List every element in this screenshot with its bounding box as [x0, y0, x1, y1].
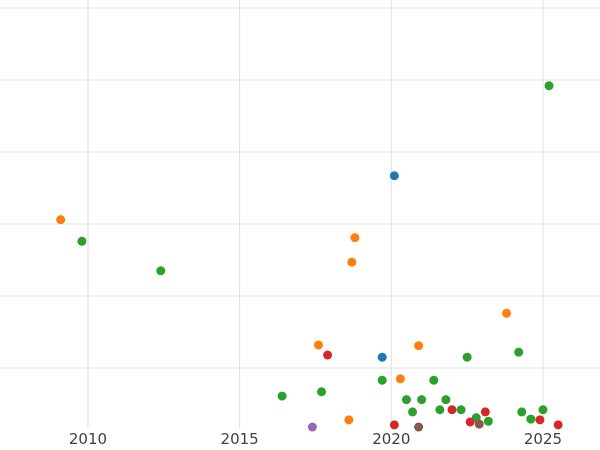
- data-point-green-series: [317, 387, 327, 397]
- x-tick-label: 2025: [524, 430, 562, 448]
- data-point-red-series: [465, 417, 475, 427]
- data-point-orange-series: [347, 257, 357, 267]
- data-point-blue-series: [377, 352, 387, 362]
- data-point-green-series: [483, 416, 493, 426]
- data-point-orange-series: [502, 308, 512, 318]
- x-tick-label: 2010: [69, 430, 107, 448]
- data-point-green-series: [538, 405, 548, 415]
- data-point-red-series: [323, 350, 333, 360]
- data-point-green-series: [408, 407, 418, 417]
- data-point-green-series: [401, 395, 411, 405]
- data-point-purple-series: [307, 422, 317, 432]
- x-tick-label: 2015: [221, 430, 259, 448]
- data-point-green-series: [435, 405, 445, 415]
- data-point-green-series: [544, 81, 554, 91]
- data-point-red-series: [535, 415, 545, 425]
- data-point-green-series: [441, 395, 451, 405]
- data-point-red-series: [480, 407, 490, 417]
- data-point-orange-series: [395, 374, 405, 384]
- data-point-green-series: [417, 395, 427, 405]
- data-point-green-series: [377, 375, 387, 385]
- data-point-green-series: [462, 352, 472, 362]
- data-point-brown-series: [474, 419, 484, 429]
- data-point-red-series: [553, 420, 563, 430]
- data-point-blue-series: [389, 171, 399, 181]
- data-point-green-series: [517, 407, 527, 417]
- data-point-green-series: [456, 405, 466, 415]
- data-point-red-series: [447, 405, 457, 415]
- data-point-green-series: [429, 375, 439, 385]
- x-tick-label: 2020: [372, 430, 410, 448]
- data-point-green-series: [514, 347, 524, 357]
- data-point-brown-series: [414, 422, 424, 432]
- data-point-orange-series: [350, 233, 360, 243]
- data-point-orange-series: [314, 340, 324, 350]
- data-point-orange-series: [414, 341, 424, 351]
- data-point-orange-series: [56, 215, 66, 225]
- data-point-orange-series: [344, 415, 354, 425]
- data-point-green-series: [77, 236, 87, 246]
- data-point-red-series: [389, 420, 399, 430]
- data-point-green-series: [526, 414, 536, 424]
- data-point-green-series: [277, 391, 287, 401]
- data-point-green-series: [156, 266, 166, 276]
